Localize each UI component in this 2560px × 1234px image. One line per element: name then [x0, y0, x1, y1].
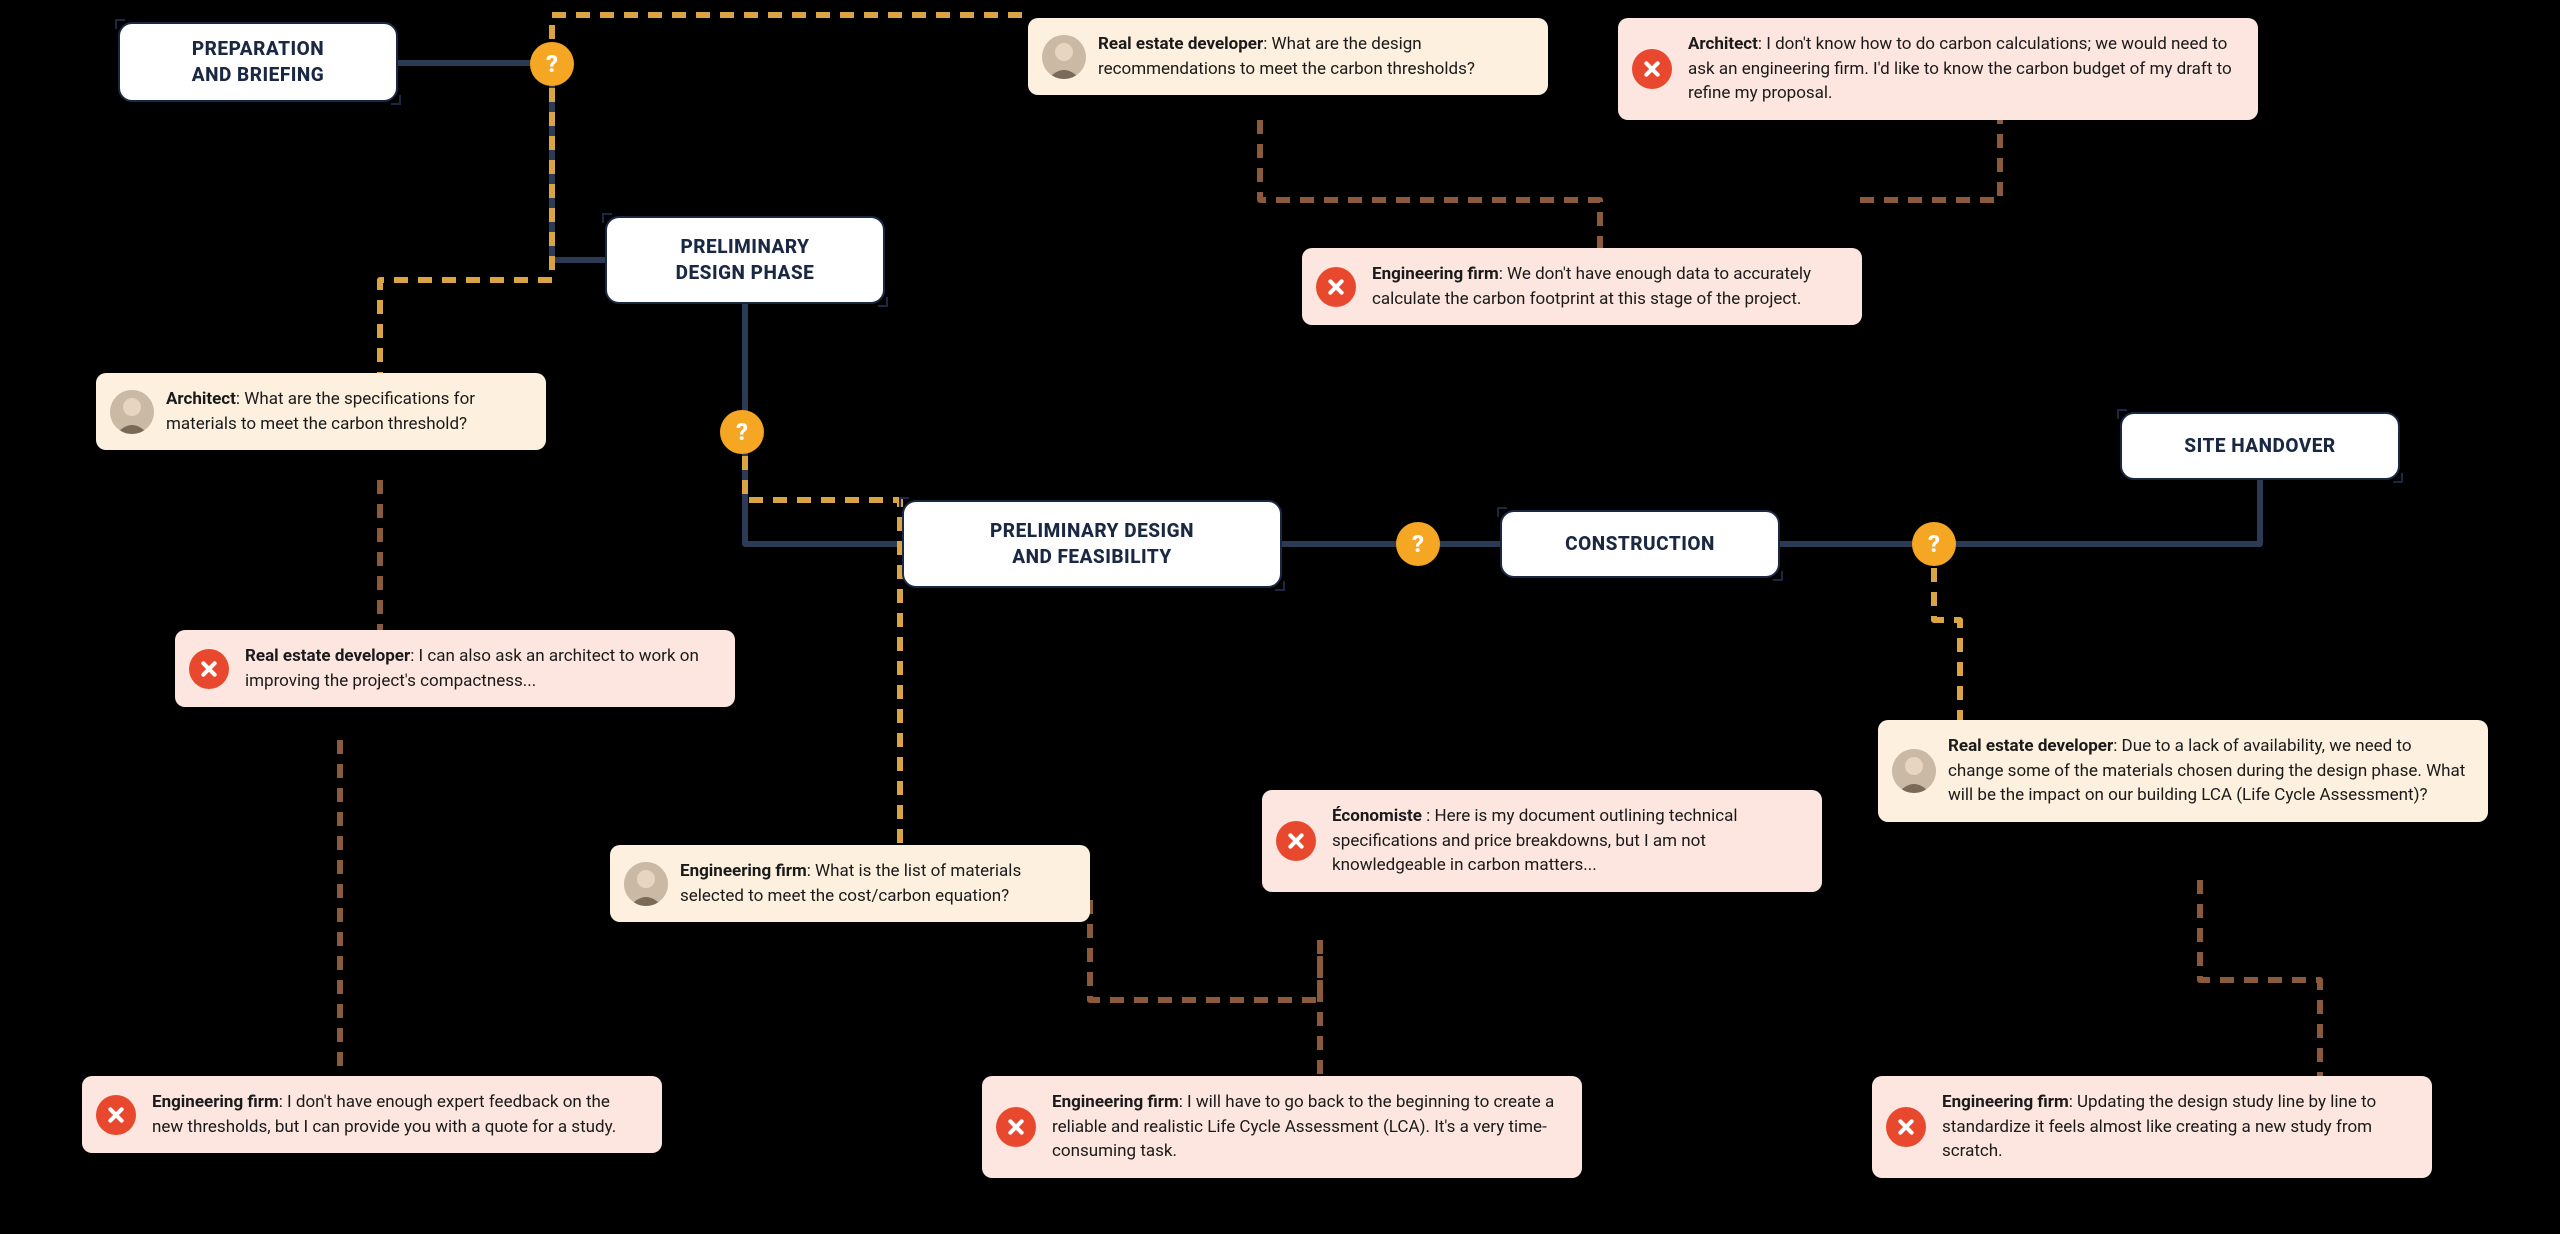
speech-card-c2: Real estate developer: I can also ask an…	[175, 630, 735, 707]
phase-box-constr: CONSTRUCTION	[1500, 510, 1780, 578]
phase-box-prep: PREPARATIONAND BRIEFING	[118, 22, 398, 102]
card-text: Engineering firm: What is the list of ma…	[680, 859, 1072, 908]
card-role: Engineering firm	[1052, 1092, 1179, 1112]
card-text: Engineering firm: We don't have enough d…	[1372, 262, 1844, 311]
blocker-x-icon	[996, 1107, 1036, 1147]
card-role: Engineering firm	[1372, 264, 1499, 284]
blocker-x-icon	[1316, 267, 1356, 307]
avatar-icon	[624, 862, 668, 906]
card-role: Real estate developer	[245, 646, 410, 666]
speech-card-c5: Real estate developer: What are the desi…	[1028, 18, 1548, 95]
card-text: Engineering firm: Updating the design st…	[1942, 1090, 2414, 1164]
question-badge: ?	[1396, 522, 1440, 566]
blocker-x-icon	[1276, 821, 1316, 861]
avatar-icon	[1892, 749, 1936, 793]
card-role: Engineering firm	[152, 1092, 279, 1112]
card-role: Architect	[1688, 34, 1758, 54]
avatar-icon	[110, 390, 154, 434]
card-role: Real estate developer	[1098, 34, 1263, 54]
card-text: Real estate developer: I can also ask an…	[245, 644, 717, 693]
card-role: Real estate developer	[1948, 736, 2113, 756]
question-badge: ?	[530, 42, 574, 86]
question-badge: ?	[720, 410, 764, 454]
phase-box-feas: PRELIMINARY DESIGNAND FEASIBILITY	[902, 500, 1282, 588]
card-text: Architect: What are the specifications f…	[166, 387, 528, 436]
diagram-canvas: PREPARATIONAND BRIEFING PRELIMINARYDESIGN…	[0, 0, 2560, 1234]
card-role: Engineering firm	[680, 861, 807, 881]
blocker-x-icon	[189, 649, 229, 689]
speech-card-c9: Engineering firm: I will have to go back…	[982, 1076, 1582, 1178]
phase-box-prelim: PRELIMINARYDESIGN PHASE	[605, 216, 885, 304]
speech-card-c1: Architect: What are the specifications f…	[96, 373, 546, 450]
speech-card-c6: Architect: I don't know how to do carbon…	[1618, 18, 2258, 120]
card-text: Engineering firm: I will have to go back…	[1052, 1090, 1564, 1164]
card-role: Économiste	[1332, 806, 1426, 826]
blocker-x-icon	[1886, 1107, 1926, 1147]
blocker-x-icon	[1632, 49, 1672, 89]
blocker-x-icon	[96, 1095, 136, 1135]
card-text: Économiste : Here is my document outlini…	[1332, 804, 1804, 878]
card-text: Real estate developer: Due to a lack of …	[1948, 734, 2470, 808]
phase-box-handover: SITE HANDOVER	[2120, 412, 2400, 480]
avatar-icon	[1042, 35, 1086, 79]
speech-card-c3: Engineering firm: I don't have enough ex…	[82, 1076, 662, 1153]
card-role: Engineering firm	[1942, 1092, 2069, 1112]
question-badge: ?	[1912, 522, 1956, 566]
speech-card-c11: Engineering firm: Updating the design st…	[1872, 1076, 2432, 1178]
card-text: Architect: I don't know how to do carbon…	[1688, 32, 2240, 106]
card-body: : I don't know how to do carbon calculat…	[1688, 34, 2232, 103]
speech-card-c4: Engineering firm: What is the list of ma…	[610, 845, 1090, 922]
card-role: Architect	[166, 389, 236, 409]
connectors-layer	[0, 0, 2560, 1234]
card-text: Real estate developer: What are the desi…	[1098, 32, 1530, 81]
speech-card-c8: Économiste : Here is my document outlini…	[1262, 790, 1822, 892]
speech-card-c10: Real estate developer: Due to a lack of …	[1878, 720, 2488, 822]
card-text: Engineering firm: I don't have enough ex…	[152, 1090, 644, 1139]
speech-card-c7: Engineering firm: We don't have enough d…	[1302, 248, 1862, 325]
